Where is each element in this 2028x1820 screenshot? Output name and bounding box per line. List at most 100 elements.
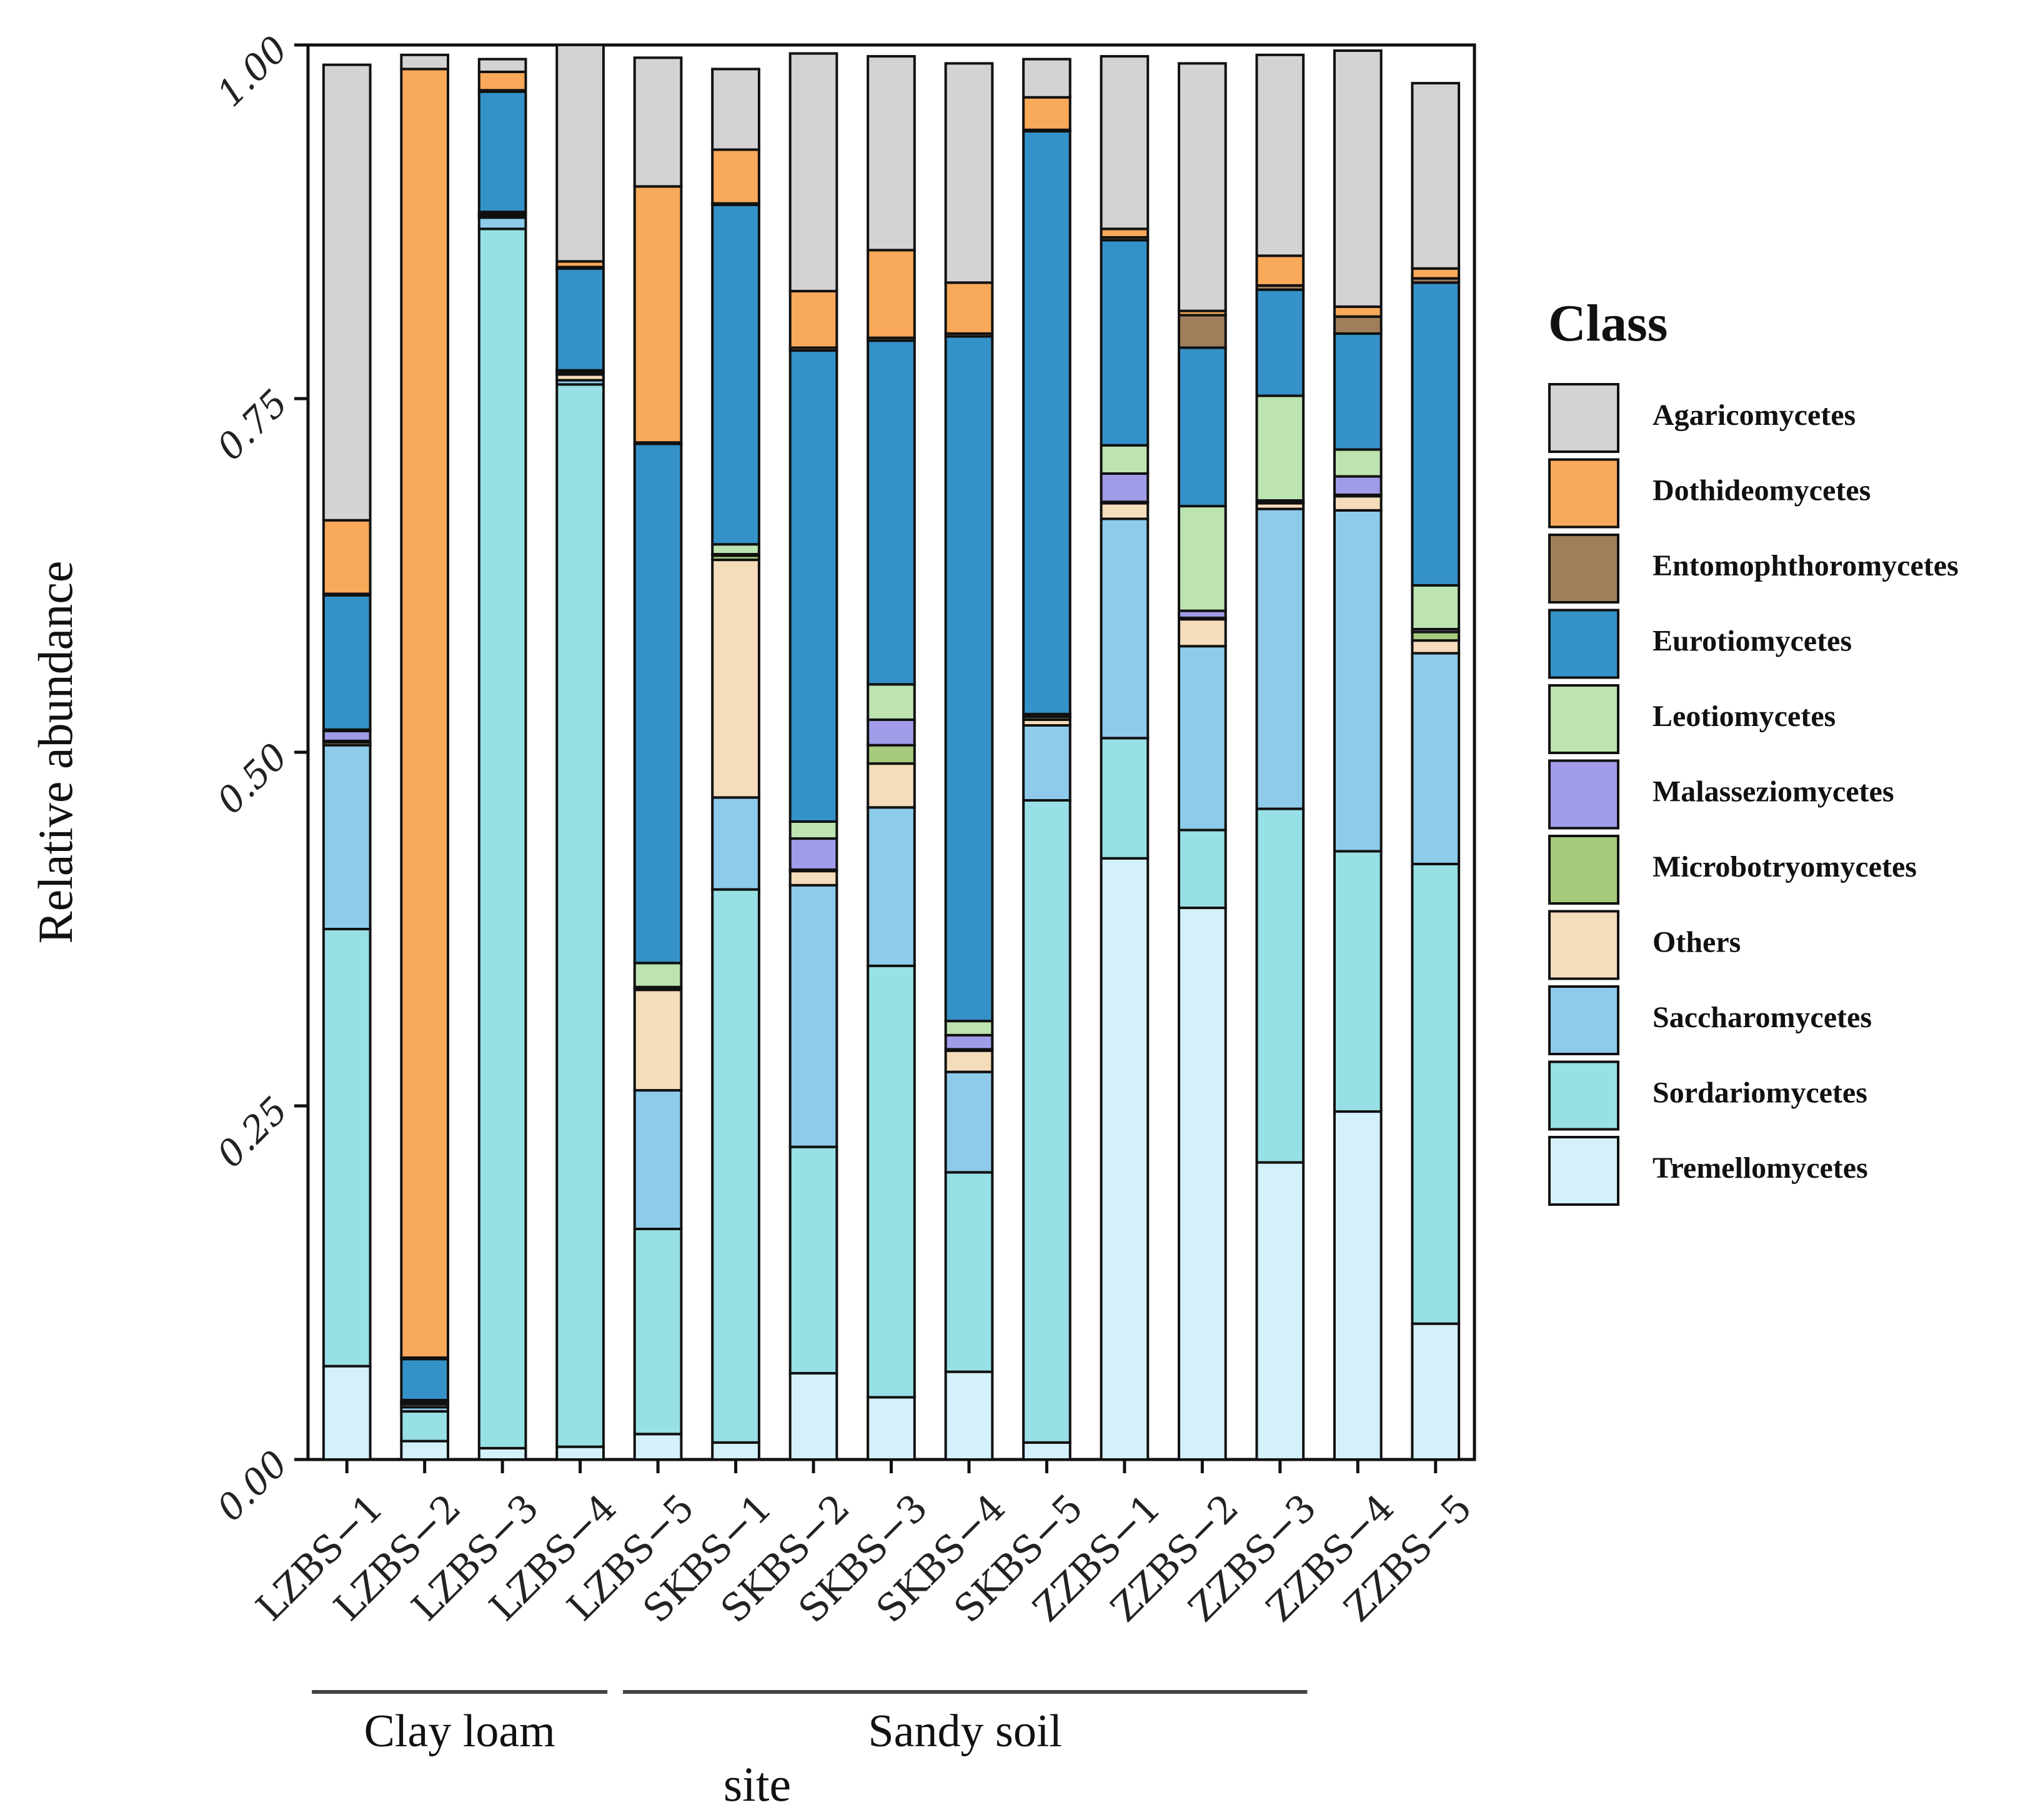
legend-swatch [1548,383,1619,453]
bar-segment [1333,495,1383,512]
bar-segment [1100,55,1150,231]
y-tick-label: 0.75 [209,381,296,468]
bar-segment [633,1089,683,1230]
bar-segment [400,1358,450,1401]
bar-segment [322,743,372,931]
bar-segment [400,1410,450,1443]
legend-label: Dothideomycetes [1653,474,1871,507]
bar-segment [1100,857,1150,1461]
bar-segment [788,820,838,840]
bar-segment [1333,305,1383,318]
bar-segment [867,743,916,765]
bar-segment [322,519,372,595]
legend-swatch [1548,1136,1619,1206]
bar-segment [867,964,916,1399]
bar-segment [1100,517,1150,740]
bar-segment [1333,509,1383,853]
legend-swatch [1548,684,1619,754]
legend-swatch [1548,910,1619,980]
bar-segment [322,928,372,1368]
bar-segment [944,1020,994,1037]
bar-segment [1100,227,1150,239]
bar-segment [477,71,527,92]
bar-segment [944,1049,994,1073]
y-axis-title: Relative abundance [28,561,82,944]
bar-segment [477,227,527,1450]
bar-segment [1255,807,1305,1164]
bar-segment [711,203,760,546]
bar-segment [867,683,916,721]
bar-segment [1178,346,1227,508]
legend-swatch [1548,985,1619,1055]
bar-segment [788,883,838,1148]
legend-label: Others [1653,926,1741,959]
bar-segment [322,594,372,731]
bar-segment [1333,49,1383,308]
bar-segment [400,53,450,71]
bar-segment [867,1396,916,1461]
bar-segment [944,1370,994,1461]
bar-segment [555,267,605,372]
legend-swatch [1548,534,1619,604]
bar-segment [633,1433,683,1461]
bar-segment [1255,288,1305,397]
bar-segment [867,249,916,339]
legend: Class Agaricomycetes Dothideomycetes Entomo… [1548,294,1959,1206]
bar-segment [400,1440,450,1461]
bar-segment [788,349,838,823]
bar-segment [1022,130,1071,715]
bar-segment [1411,630,1461,642]
bar-segment [1022,1441,1071,1461]
y-tick-label: 0.25 [209,1088,296,1175]
bar-segment [788,52,838,292]
legend-label: Tremellomycetes [1653,1151,1868,1185]
bar-segment [1411,584,1461,631]
legend-swatch [1548,458,1619,529]
y-tick-label: 1.00 [209,27,296,114]
bar-segment [944,62,994,284]
bar-segment [555,383,605,1448]
bar-segment [1178,505,1227,612]
bar-segment [1411,639,1461,655]
legend-label: Saccharomycetes [1653,1001,1872,1034]
bar-segment [1178,645,1227,832]
bar-segment [1411,1322,1461,1461]
legend-label: Eurotiomycetes [1653,625,1852,658]
bar-segment [1022,96,1071,131]
bar-segment [477,1446,527,1461]
bar-segment [1255,507,1305,810]
bar-segment [1333,475,1383,496]
bar-segment [1255,254,1305,287]
bar-segment [944,1171,994,1373]
bar-segment [1178,314,1227,349]
bar-segment [1411,267,1461,280]
bar-segment [477,90,527,214]
bar-segment [711,559,760,799]
bar-segment [1333,315,1383,335]
bar-segment [711,67,760,151]
bar-segment [1178,618,1227,648]
y-tick-label: 0.50 [209,735,296,822]
bar-segment [1022,724,1071,802]
bar-segment [1100,472,1150,504]
group-label: Sandy soil [868,1706,1062,1757]
bar-segment [867,762,916,809]
bar-segment [944,1033,994,1051]
bar-segment [1411,281,1461,587]
bar-segment [633,56,683,188]
bar-segment [867,718,916,747]
bar-segment [711,888,760,1444]
legend-label: Agaricomycetes [1653,399,1856,432]
bar-segment [867,806,916,967]
legend-swatch [1548,835,1619,905]
bar-segment [1411,862,1461,1325]
bar-segment [322,1365,372,1461]
bar-segment [1022,798,1071,1444]
bar-segment [711,1441,760,1461]
x-axis-title: site [723,1757,791,1811]
bar-segment [633,442,683,965]
bars [322,44,1461,1461]
legend-label: Entomophthoromycetes [1653,549,1959,582]
bar-segment [1333,332,1383,451]
